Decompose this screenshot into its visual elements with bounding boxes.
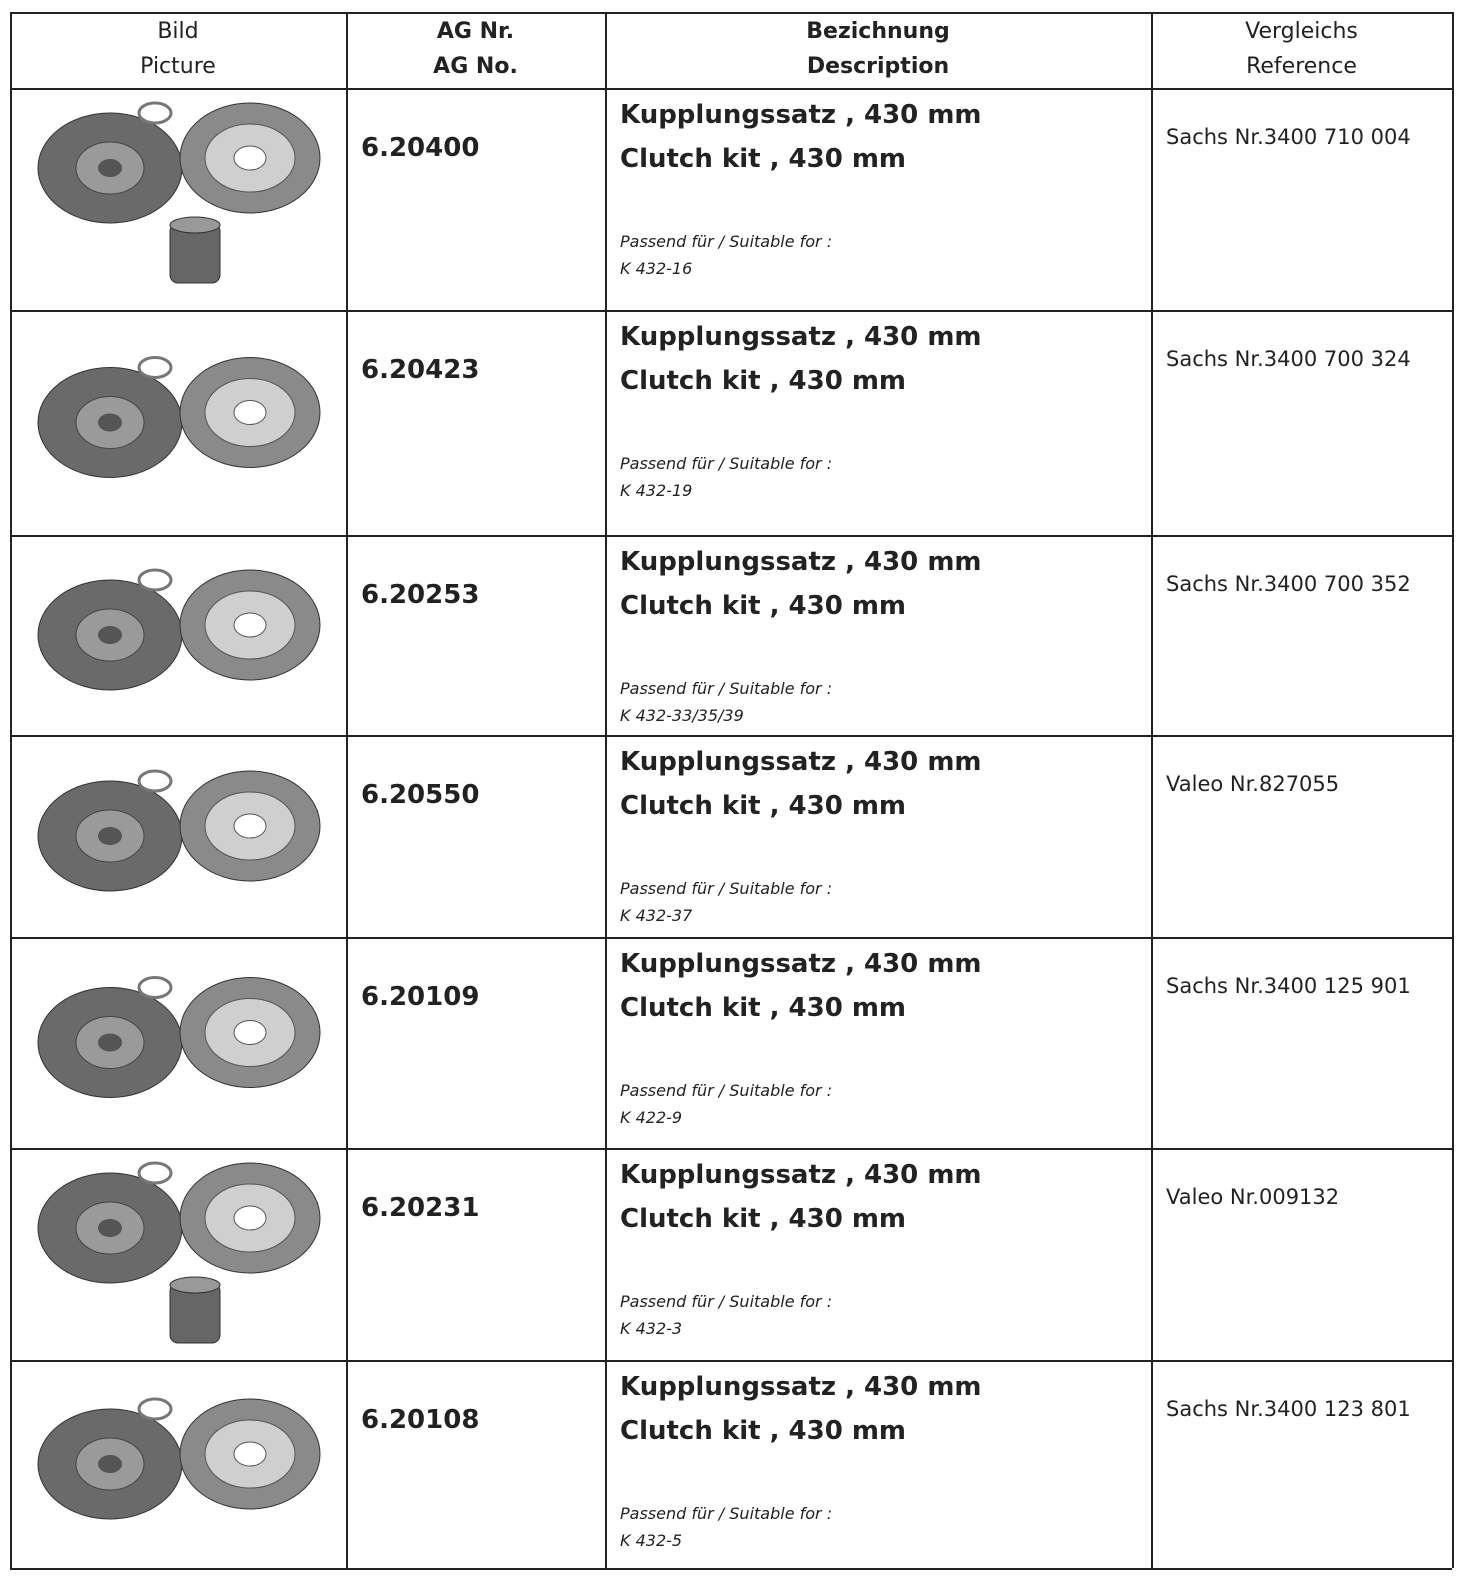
- row-border: [10, 735, 1452, 737]
- row-border: [10, 12, 1452, 14]
- ag-number: 6.20253: [361, 580, 480, 610]
- suitable-for: K 432-16: [620, 259, 693, 278]
- product-picture: [37, 769, 321, 892]
- column-border: [1151, 12, 1153, 1568]
- header-cell: Description: [806, 54, 950, 79]
- header-cell: Reference: [1246, 54, 1357, 79]
- reference: Sachs Nr.3400 700 352: [1166, 572, 1411, 596]
- header-cell: Bild: [157, 19, 199, 44]
- description-en: Clutch kit , 430 mm: [620, 144, 907, 174]
- suitable-for: K 432-5: [620, 1531, 683, 1550]
- reference: Valeo Nr.009132: [1166, 1185, 1340, 1209]
- description-de: Kupplungssatz , 430 mm: [620, 1372, 982, 1402]
- column-border: [346, 12, 348, 1568]
- ag-number: 6.20109: [361, 982, 480, 1012]
- row-border: [10, 1568, 1452, 1570]
- suitable-label: Passend für / Suitable for :: [620, 679, 833, 698]
- header-cell: AG Nr.: [436, 19, 515, 44]
- row-border: [10, 535, 1452, 537]
- reference: Sachs Nr.3400 125 901: [1166, 974, 1411, 998]
- suitable-label: Passend für / Suitable for :: [620, 454, 833, 473]
- description-en: Clutch kit , 430 mm: [620, 791, 907, 821]
- description-de: Kupplungssatz , 430 mm: [620, 1160, 982, 1190]
- product-picture: [37, 976, 321, 1098]
- header-cell: AG No.: [433, 54, 518, 79]
- suitable-label: Passend für / Suitable for :: [620, 1504, 833, 1523]
- row-border: [10, 88, 1452, 90]
- description-en: Clutch kit , 430 mm: [620, 993, 907, 1023]
- header-cell: Bezichnung: [806, 19, 950, 44]
- description-en: Clutch kit , 430 mm: [620, 366, 907, 396]
- suitable-for: K 432-33/35/39: [620, 706, 744, 725]
- ag-number: 6.20550: [361, 780, 480, 810]
- row-border: [10, 937, 1452, 939]
- reference: Sachs Nr.3400 123 801: [1166, 1397, 1411, 1421]
- reference: Sachs Nr.3400 700 324: [1166, 347, 1411, 371]
- suitable-for: K 432-37: [620, 906, 693, 925]
- description-de: Kupplungssatz , 430 mm: [620, 747, 982, 777]
- product-picture: [37, 101, 321, 284]
- header-cell: Vergleichs: [1245, 19, 1358, 44]
- product-picture: [37, 568, 321, 691]
- suitable-label: Passend für / Suitable for :: [620, 1292, 833, 1311]
- reference: Valeo Nr.827055: [1166, 772, 1340, 796]
- description-de: Kupplungssatz , 430 mm: [620, 949, 982, 979]
- column-border: [10, 12, 12, 1568]
- suitable-for: K 432-3: [620, 1319, 683, 1338]
- product-picture: [37, 1161, 321, 1344]
- suitable-label: Passend für / Suitable for :: [620, 879, 833, 898]
- suitable-for: K 422-9: [620, 1108, 683, 1127]
- product-picture: [37, 356, 321, 478]
- description-de: Kupplungssatz , 430 mm: [620, 100, 982, 130]
- description-en: Clutch kit , 430 mm: [620, 591, 907, 621]
- suitable-label: Passend für / Suitable for :: [620, 232, 833, 251]
- ag-number: 6.20423: [361, 355, 480, 385]
- description-de: Kupplungssatz , 430 mm: [620, 322, 982, 352]
- product-picture: [37, 1397, 321, 1520]
- reference: Sachs Nr.3400 710 004: [1166, 125, 1411, 149]
- row-border: [10, 1360, 1452, 1362]
- description-en: Clutch kit , 430 mm: [620, 1204, 907, 1234]
- description-en: Clutch kit , 430 mm: [620, 1416, 907, 1446]
- ag-number: 6.20400: [361, 133, 480, 163]
- ag-number: 6.20231: [361, 1193, 480, 1223]
- header-cell: Picture: [140, 54, 216, 79]
- description-de: Kupplungssatz , 430 mm: [620, 547, 982, 577]
- row-border: [10, 310, 1452, 312]
- column-border: [1452, 12, 1454, 1568]
- suitable-label: Passend für / Suitable for :: [620, 1081, 833, 1100]
- suitable-for: K 432-19: [620, 481, 693, 500]
- ag-number: 6.20108: [361, 1405, 480, 1435]
- row-border: [10, 1148, 1452, 1150]
- column-border: [605, 12, 607, 1568]
